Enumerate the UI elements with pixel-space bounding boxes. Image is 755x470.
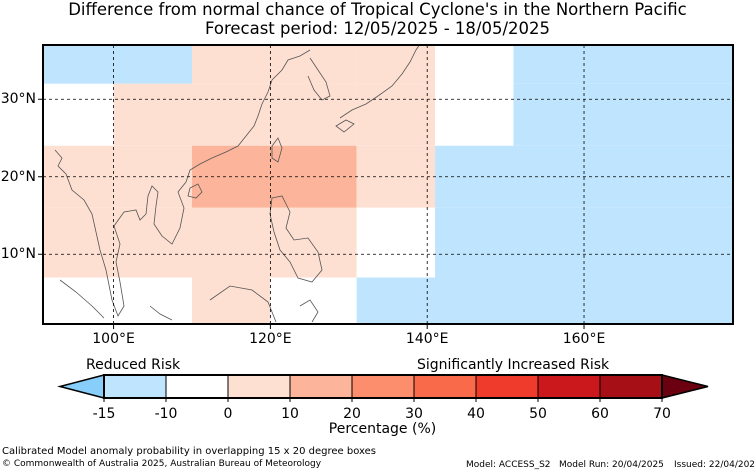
colorbar-tick-label: 60 (591, 406, 609, 422)
lat-tick-label: 10°N (0, 246, 36, 263)
lon-tick-label: 140°E (405, 331, 449, 347)
lon-tick-label: 160°E (562, 331, 606, 347)
colorbar-tick-label: -10 (154, 406, 178, 422)
colorbar-under-arrow (57, 374, 105, 399)
coastline-malaysia (149, 305, 173, 321)
colorbar-tick-label: 20 (343, 406, 361, 422)
coastline-japan (339, 43, 421, 119)
colorbar-outline (103, 374, 663, 399)
colorbar-tick-label: 0 (223, 406, 233, 422)
footer-model: Model: ACCESS_S2 (466, 460, 551, 470)
colorbar-bin (165, 374, 229, 399)
anomaly-cells (43, 45, 733, 324)
coastlines (54, 43, 421, 323)
footer-issued: Issued: 22/04/2025 (674, 460, 755, 470)
anomaly-cell (270, 277, 357, 324)
anomaly-cell (113, 83, 192, 146)
coastline-philippines (269, 195, 323, 283)
increased-risk-label: Significantly Increased Risk (417, 357, 610, 373)
anomaly-cell (513, 83, 733, 146)
anomaly-cell (113, 207, 192, 278)
anomaly-cell (191, 83, 357, 146)
footer-description: Calibrated Model anomaly probability in … (2, 446, 377, 457)
colorbar-tick-label: -15 (92, 406, 116, 422)
map-frame (42, 44, 734, 325)
coastline-sumatra (59, 279, 105, 319)
coastline-hainan (187, 183, 203, 199)
footer-model-run: Model Run: 20/04/2025 (559, 460, 664, 470)
coastline-borneo (209, 285, 277, 323)
lat-tick-label: 20°N (0, 168, 36, 185)
colorbar-bin (599, 374, 663, 399)
colorbar-tick-label: 30 (405, 406, 423, 422)
colorbar-tick-label: 70 (653, 406, 671, 422)
colorbar-title: Percentage (%) (328, 421, 437, 437)
anomaly-cell (356, 277, 436, 324)
colorbar-bin (537, 374, 601, 399)
anomaly-cell (435, 83, 514, 146)
colorbar-over-arrow (661, 374, 709, 399)
anomaly-cell (43, 207, 114, 278)
lon-tick-label: 100°E (92, 331, 135, 347)
colorbar (57, 374, 709, 402)
coastline-korea (307, 57, 331, 101)
colorbar-tick-label: 10 (281, 406, 299, 422)
lon-tick-label: 120°E (249, 331, 292, 347)
forecast-period: Forecast period: 12/05/2025 - 18/05/2025 (204, 19, 551, 38)
coastline-taiwan (271, 137, 283, 163)
anomaly-cell (356, 83, 436, 146)
colorbar-bin (413, 374, 477, 399)
coastline-sulawesi (299, 299, 319, 323)
anomaly-cell (43, 277, 192, 324)
colorbar-bin (351, 374, 415, 399)
reduced-risk-label: Reduced Risk (86, 357, 181, 373)
anomaly-cell (191, 277, 271, 324)
footer-copyright: © Commonwealth of Australia 2025, Austra… (2, 459, 322, 469)
anomaly-cell (513, 45, 733, 84)
lat-tick-label: 30°N (0, 91, 36, 108)
colorbar-tick-label: 40 (467, 406, 485, 422)
lon-ticks (113, 324, 585, 329)
anomaly-cell (43, 45, 192, 84)
colorbar-bin (475, 374, 539, 399)
anomaly-cell (435, 45, 514, 84)
colorbar-bin (103, 374, 167, 399)
coastline-japan-south (335, 119, 355, 133)
gridlines (43, 45, 733, 324)
chart-title: Difference from normal chance of Tropica… (68, 0, 687, 19)
anomaly-cell (356, 207, 436, 278)
anomaly-cell (356, 45, 436, 84)
colorbar-tick-label: 50 (529, 406, 547, 422)
colorbar-bin (227, 374, 291, 399)
lat-ticks (38, 98, 43, 255)
anomaly-cell (43, 83, 114, 146)
anomaly-cell (191, 207, 357, 278)
coastline-asia (54, 49, 311, 317)
colorbar-bin (289, 374, 353, 399)
anomaly-cell (43, 145, 114, 208)
